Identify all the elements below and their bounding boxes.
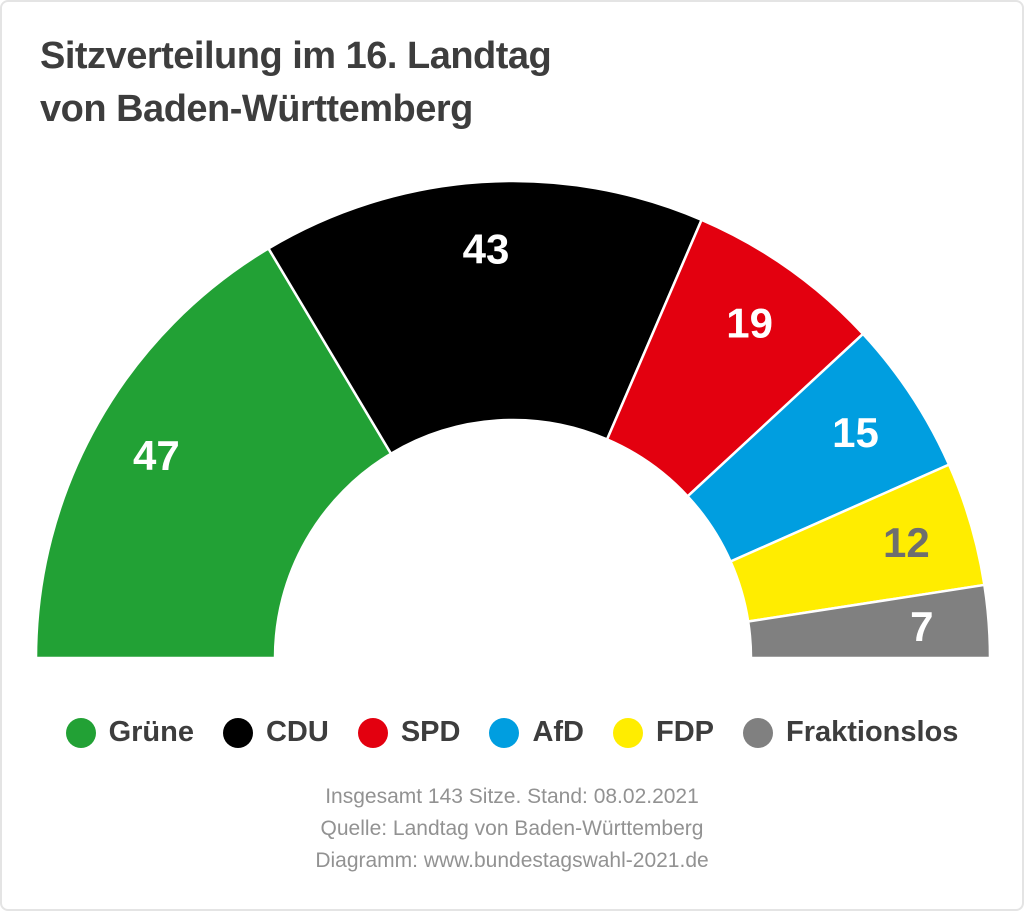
legend-label-fraktionslos: Fraktionslos	[786, 716, 959, 748]
legend-item-cdu: CDU	[222, 716, 329, 749]
chart-footer: Insgesamt 143 Sitze. Stand: 08.02.2021 Q…	[2, 781, 1022, 877]
legend-dot-cdu	[222, 717, 253, 748]
page-title-line1: Sitzverteilung im 16. Landtag	[40, 35, 552, 77]
legend-label-cdu: CDU	[265, 716, 329, 748]
segment-value-fraktionslos: 7	[910, 603, 933, 650]
page-title-line2: von Baden-Württemberg	[40, 88, 473, 130]
legend-dot-spd	[357, 717, 388, 748]
segment-cdu	[267, 179, 703, 455]
seat-distribution-chart: 47 43 19 15 12 7	[34, 179, 992, 661]
chart-legend: Grüne CDU SPD AfD FDP Fraktionslos	[2, 716, 1022, 749]
legend-dot-fraktionslos	[743, 717, 773, 748]
legend-dot-fdp	[613, 717, 643, 748]
legend-label-fdp: FDP	[656, 716, 714, 748]
legend-label-afd: AfD	[532, 716, 584, 748]
legend-label-spd: SPD	[400, 716, 461, 748]
page-title: Sitzverteilung im 16. Landtag von Baden-…	[40, 30, 552, 136]
legend-item-spd: SPD	[357, 716, 461, 749]
footer-credit-line: Diagramm: www.bundestagswahl-2021.de	[315, 849, 709, 872]
segment-value-spd: 19	[726, 300, 773, 347]
half-donut-svg: 47 43 19 15 12 7	[34, 179, 992, 660]
legend-item-afd: AfD	[489, 716, 584, 749]
legend-item-fdp: FDP	[613, 716, 714, 749]
segment-value-grüne: 47	[133, 432, 180, 479]
segment-fraktionslos	[746, 583, 992, 660]
legend-label-grüne: Grüne	[108, 716, 194, 748]
legend-dot-afd	[489, 717, 520, 748]
footer-total-line: Insgesamt 143 Sitze. Stand: 08.02.2021	[325, 785, 699, 808]
segment-grüne	[34, 247, 393, 660]
footer-source-line: Quelle: Landtag von Baden-Württemberg	[320, 817, 704, 840]
segment-value-fdp: 12	[883, 519, 930, 566]
segment-value-cdu: 43	[463, 225, 510, 272]
legend-dot-grüne	[65, 717, 96, 748]
legend-item-grüne: Grüne	[65, 716, 194, 749]
segment-value-afd: 15	[832, 409, 879, 456]
legend-item-fraktionslos: Fraktionslos	[743, 716, 958, 749]
